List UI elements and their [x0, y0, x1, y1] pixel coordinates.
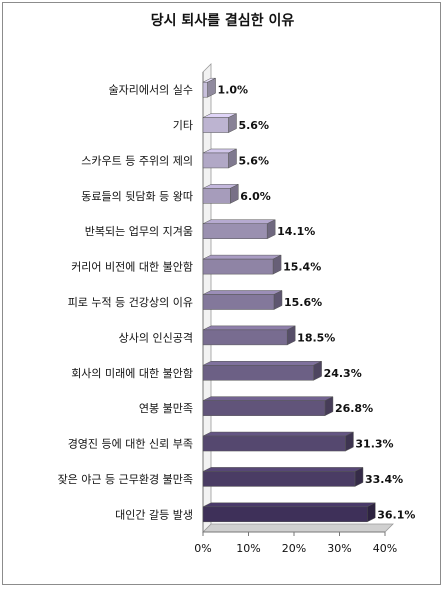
bar	[202, 294, 275, 310]
category-label: 기타	[173, 119, 193, 132]
data-label: 15.4%	[283, 261, 321, 274]
x-tick-label: 30%	[327, 542, 351, 555]
bar	[202, 471, 356, 487]
data-label: 33.4%	[365, 473, 403, 486]
category-label: 회사의 미래에 대한 불안함	[71, 367, 193, 380]
chart-title: 당시 퇴사를 결심한 이유	[150, 13, 295, 29]
data-label: 36.1%	[377, 508, 415, 521]
category-label: 반복되는 업무의 지겨움	[85, 225, 193, 238]
x-tick-label: 40%	[373, 542, 397, 555]
data-label: 26.8%	[335, 402, 373, 415]
bar-top-face	[202, 290, 283, 295]
category-label: 커리어 비전에 대한 불안함	[71, 261, 193, 274]
x-tick-label: 0%	[194, 542, 211, 555]
category-label: 피로 누적 등 건강상의 이유	[68, 296, 193, 309]
category-label: 상사의 인신공격	[119, 331, 193, 344]
bar-top-face	[202, 502, 376, 508]
bar	[202, 400, 326, 416]
bar	[202, 81, 208, 98]
bar-top-face	[202, 219, 276, 224]
bar	[202, 117, 229, 133]
bar-top-face	[202, 361, 322, 366]
bar	[202, 435, 346, 452]
data-label: 31.3%	[355, 438, 393, 451]
x-tick-label: 10%	[236, 542, 260, 555]
bar	[202, 329, 288, 346]
category-label: 연봉 불만족	[139, 402, 193, 415]
data-label: 14.1%	[277, 225, 315, 238]
bar	[202, 152, 229, 169]
category-label: 동료들의 뒷담화 등 왕따	[81, 190, 193, 203]
bar	[202, 223, 268, 239]
plot-floor	[202, 523, 394, 533]
data-label: 1.0%	[218, 84, 249, 97]
bar	[202, 365, 314, 381]
data-label: 18.5%	[297, 331, 335, 344]
bar	[202, 506, 368, 523]
category-label: 술자리에서의 실수	[109, 84, 193, 97]
category-label: 경영진 등에 대한 신뢰 부족	[68, 438, 193, 451]
data-label: 24.3%	[324, 367, 362, 380]
data-label: 6.0%	[240, 190, 271, 203]
data-label: 15.6%	[284, 296, 322, 309]
bar-top-face	[202, 325, 296, 331]
category-label: 잦은 야근 등 근무환경 불만족	[58, 473, 193, 486]
bar	[202, 188, 231, 204]
bar	[202, 258, 274, 275]
data-label: 5.6%	[238, 119, 269, 132]
bar-top-face	[202, 254, 282, 260]
bar-top-face	[202, 431, 354, 437]
bar-top-face	[202, 467, 364, 472]
bar-top-face	[202, 396, 334, 401]
category-label: 스카우트 등 주위의 제의	[81, 154, 193, 167]
data-label: 5.6%	[238, 154, 269, 167]
category-label: 대인간 갈등 발생	[115, 507, 193, 521]
x-tick-label: 20%	[282, 542, 306, 555]
